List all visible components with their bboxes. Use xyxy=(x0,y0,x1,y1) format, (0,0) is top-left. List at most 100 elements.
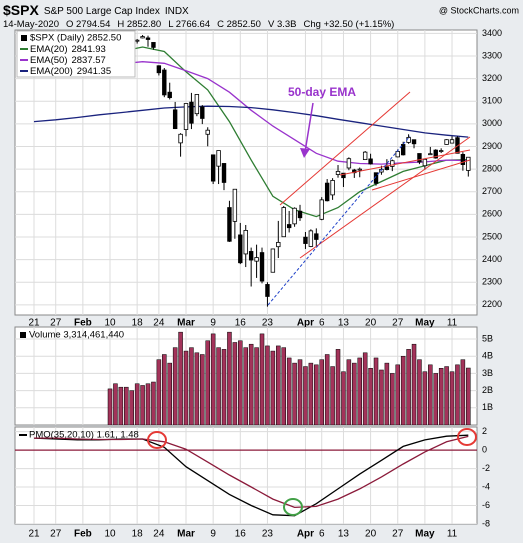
legend-name: EMA(20) xyxy=(30,44,67,55)
bar xyxy=(265,345,270,425)
bar xyxy=(319,359,324,425)
x-tick-label: 6 xyxy=(319,318,325,329)
x-tick-label: 27 xyxy=(392,529,404,540)
bar xyxy=(210,333,216,425)
x-tick-label: May xyxy=(415,529,435,540)
bar xyxy=(303,366,308,425)
line xyxy=(34,435,469,509)
bar xyxy=(400,355,406,425)
x-tick-label: 18 xyxy=(132,318,144,329)
x-tick-label: 20 xyxy=(365,529,377,540)
x-tick-label: Apr xyxy=(297,318,314,329)
bar xyxy=(227,331,232,425)
x-tick-label: 27 xyxy=(50,318,62,329)
bar xyxy=(433,373,438,425)
bar xyxy=(134,383,140,425)
candle-body xyxy=(227,207,232,242)
bar xyxy=(438,368,444,425)
candle-body xyxy=(395,151,400,158)
highlight-circle xyxy=(457,428,477,446)
bar xyxy=(151,381,156,425)
index-name: S&P 500 Large Cap Index xyxy=(44,6,160,17)
bar xyxy=(221,349,227,425)
candle-body xyxy=(276,241,281,248)
trend-line xyxy=(279,91,411,206)
bar xyxy=(357,357,362,425)
candle-body xyxy=(221,163,227,183)
x-tick-label: 27 xyxy=(50,529,62,540)
bar xyxy=(395,364,400,425)
candle-body xyxy=(254,257,259,262)
y-tick-label: 2200 xyxy=(482,299,502,309)
bar xyxy=(362,352,368,425)
bar xyxy=(178,331,183,425)
bar xyxy=(124,386,129,425)
y-tick-label: 2 xyxy=(482,426,487,436)
y-tick-label: -2 xyxy=(482,463,490,473)
layer: 21 27 Feb 10 18 24 Mar 9 16 23 Apr 6 13 20 27 May 112200… xyxy=(15,28,502,540)
candle-body xyxy=(156,65,162,74)
bar xyxy=(259,333,265,425)
candle-body xyxy=(466,156,471,171)
candle-body xyxy=(200,106,205,119)
candle-body xyxy=(346,158,352,169)
source: @ StockCharts.com xyxy=(439,5,519,15)
bar xyxy=(297,359,303,425)
candle-body xyxy=(292,207,297,225)
candle-body xyxy=(400,144,406,156)
trend-line xyxy=(267,135,411,306)
y-tick-label: 3000 xyxy=(482,118,502,128)
y-tick-label: 2B xyxy=(482,385,493,395)
bar xyxy=(200,354,205,425)
bar xyxy=(314,364,319,425)
bar xyxy=(449,371,455,425)
bar xyxy=(281,347,286,425)
bar xyxy=(113,383,118,425)
candle-body xyxy=(411,139,417,145)
bar xyxy=(276,345,281,425)
panel xyxy=(15,30,477,315)
bar xyxy=(145,383,151,425)
candle-body xyxy=(390,160,395,167)
y-tick-label: 2700 xyxy=(482,186,502,196)
x-tick-label: 9 xyxy=(210,318,216,329)
candle-body xyxy=(368,158,373,165)
candle-body xyxy=(438,150,444,152)
candle-body xyxy=(324,182,330,202)
legend-name: EMA(200) xyxy=(30,66,73,77)
x-tick-label: 21 xyxy=(28,318,40,329)
y-tick-label: 4B xyxy=(482,351,493,361)
candle-body xyxy=(243,230,248,255)
x-tick-label: 27 xyxy=(392,318,404,329)
candle-body xyxy=(167,91,172,99)
candle-body xyxy=(205,129,210,135)
quote-item: V 3.3B xyxy=(268,19,297,30)
candle-body xyxy=(189,101,194,124)
bar xyxy=(292,362,297,425)
candle-body xyxy=(444,139,449,145)
candle-body xyxy=(449,139,455,144)
y-tick-label: 2600 xyxy=(482,209,502,219)
candle-body xyxy=(428,153,433,156)
date: 14-May-2020 xyxy=(3,19,59,30)
legend-marker xyxy=(20,332,26,338)
bar xyxy=(341,371,346,425)
bar xyxy=(466,367,471,425)
x-tick-label: Mar xyxy=(177,318,195,329)
y-tick-label: 3B xyxy=(482,368,493,378)
y-tick-label: -8 xyxy=(482,518,490,528)
symbol: $SPX xyxy=(3,2,39,18)
y-tick-label: 3200 xyxy=(482,73,502,83)
candle-body xyxy=(281,207,286,238)
candle-body xyxy=(238,234,243,264)
y-tick-label: 0 xyxy=(482,444,487,454)
line xyxy=(33,105,469,138)
x-tick-label: 23 xyxy=(262,529,274,540)
legend-box xyxy=(16,30,136,78)
trend-line xyxy=(371,159,471,191)
candle-body xyxy=(433,149,438,159)
candle-body xyxy=(232,188,238,222)
bar xyxy=(216,347,221,425)
legend-marker xyxy=(21,35,27,41)
header-line-2: 14-May-2020 O 2794.54 H 2852.80 L 2766.64 C … xyxy=(3,19,394,30)
